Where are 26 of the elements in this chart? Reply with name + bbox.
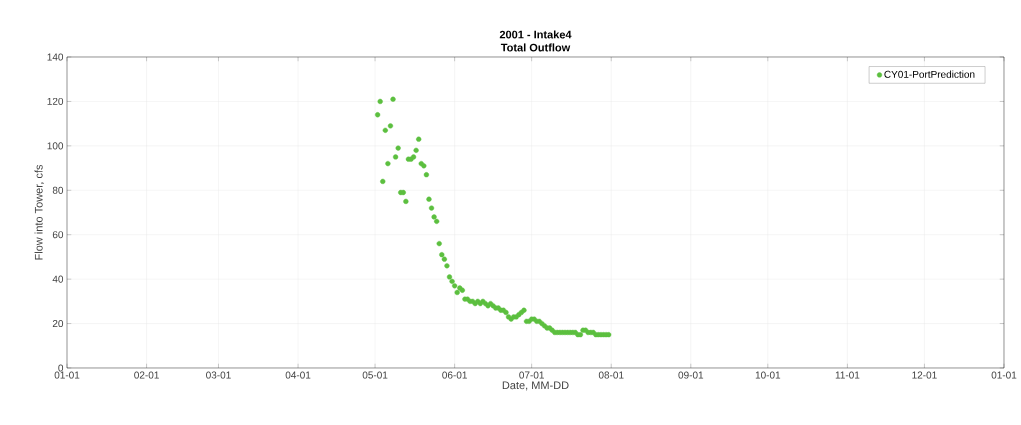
x-tick-label: 01-01: [991, 371, 1017, 379]
x-tick-label: 06-01: [442, 371, 467, 379]
x-tick-label: 05-01: [362, 371, 388, 379]
x-tick-label: 02-01: [134, 371, 159, 379]
y-tick-label: 100: [47, 142, 64, 150]
x-axis-title: Date, MM-DD: [502, 381, 569, 391]
chart-title: 2001 - Intake4: [499, 30, 572, 39]
y-tick-label: 20: [52, 320, 64, 328]
y-axis-title: Flow into Tower, cfs: [34, 164, 44, 260]
x-tick-label: 08-01: [598, 371, 624, 379]
x-tick-label: 12-01: [912, 371, 937, 379]
x-tick-label: 11-01: [835, 371, 860, 379]
x-tick-label: 09-01: [678, 371, 704, 379]
y-tick-label: 140: [47, 53, 64, 61]
y-tick-label: 120: [47, 97, 64, 105]
y-tick-label: 40: [52, 275, 64, 283]
chart-subtitle: Total Outflow: [500, 43, 571, 52]
x-tick-label: 07-01: [519, 371, 544, 379]
x-tick-label: 01-01: [54, 371, 80, 379]
legend-label: CY01-PortPrediction: [884, 70, 975, 78]
x-tick-label: 04-01: [285, 371, 311, 379]
x-tick-label: 10-01: [755, 371, 781, 379]
x-tick-label: 03-01: [206, 371, 231, 379]
y-tick-label: 80: [52, 186, 64, 194]
y-tick-label: 0: [58, 364, 64, 372]
y-tick-label: 60: [52, 231, 64, 239]
